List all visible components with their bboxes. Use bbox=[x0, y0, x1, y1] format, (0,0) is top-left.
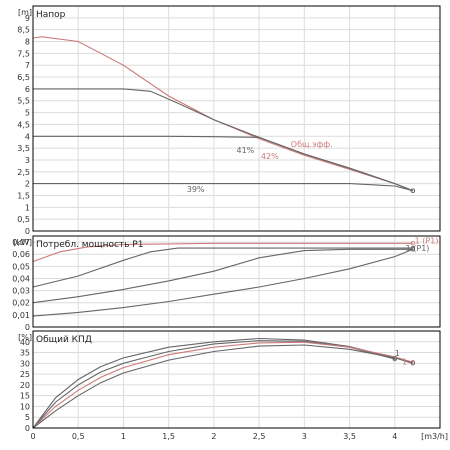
curve-annotation: 41% bbox=[237, 146, 255, 155]
y-tick-label: 10 bbox=[20, 402, 30, 411]
y-tick-label: 0,5 bbox=[17, 215, 30, 224]
x-tick-label: 0,5 bbox=[72, 432, 85, 441]
series-line-3 bbox=[32, 341, 414, 429]
x-axis-unit: [m3/h] bbox=[421, 432, 448, 441]
y-tick-label: 2 bbox=[25, 180, 30, 189]
series-end-marker bbox=[410, 241, 416, 246]
series-line-3 bbox=[32, 248, 413, 304]
panel-title: Потребл. мощность P1 bbox=[36, 240, 143, 250]
panel-title: Напор bbox=[36, 10, 66, 20]
y-tick-label: 8 bbox=[25, 38, 30, 47]
series-line-1 bbox=[32, 242, 413, 263]
plot-area bbox=[33, 331, 440, 428]
curve-annotation: 42% bbox=[261, 152, 279, 161]
y-tick-label: 0,02 bbox=[12, 299, 30, 308]
y-tick-label: 5 bbox=[25, 109, 30, 118]
y-axis-unit: [%] bbox=[18, 333, 32, 342]
curve-annotation: 1 (P1) bbox=[406, 244, 430, 253]
x-tick-label: 2 bbox=[211, 432, 216, 441]
series-line-3 bbox=[33, 135, 414, 192]
series-line-1 bbox=[32, 337, 395, 429]
y-axis-unit: [m] bbox=[18, 8, 32, 17]
curve-annotation: 1 (P1) bbox=[415, 236, 439, 245]
x-tick-label: 1 bbox=[121, 432, 126, 441]
series-line-4 bbox=[33, 183, 414, 192]
curve-annotation: 1 bbox=[402, 357, 407, 366]
x-tick-label: 1,5 bbox=[162, 432, 175, 441]
series-end-marker bbox=[410, 247, 416, 252]
curve-annotation: Общ.эфф. bbox=[291, 140, 333, 149]
x-tick-label: 3 bbox=[302, 432, 307, 441]
chart-panel-1: 0 0,5 1 1,5 2 2,5 3 3,5 4 4,5 5 5,5 6 6,5 7 7,5 8 8,5 9 Общ… bbox=[17, 5, 441, 236]
y-tick-label: 35 bbox=[20, 349, 30, 358]
chart-panel-2: 0 0,01 0,02 0,03 0,04 0,05 0,06 0,07 1 (P1)1 (P1… bbox=[12, 235, 441, 332]
y-tick-label: 7,5 bbox=[17, 49, 30, 58]
series-line-2 bbox=[32, 340, 395, 429]
y-tick-label: 40 bbox=[20, 338, 30, 347]
y-tick-label: 0,03 bbox=[12, 287, 30, 296]
y-tick-label: 1,5 bbox=[17, 191, 30, 200]
plot-frame bbox=[32, 235, 441, 328]
plot-area bbox=[33, 6, 440, 231]
plot-frame bbox=[32, 330, 441, 429]
y-tick-label: 30 bbox=[20, 359, 30, 368]
curve-annotation: 1 bbox=[395, 349, 400, 358]
y-tick-label: 1 bbox=[25, 203, 30, 212]
y-tick-label: 0,05 bbox=[12, 262, 30, 271]
panel-title: Общий КПД bbox=[36, 335, 92, 345]
y-tick-label: 0,01 bbox=[12, 311, 30, 320]
y-tick-label: 0 bbox=[25, 424, 30, 433]
series-line-2 bbox=[32, 247, 413, 288]
y-tick-label: 0 bbox=[25, 227, 30, 236]
x-tick-label: 0 bbox=[30, 432, 35, 441]
y-tick-label: 4,5 bbox=[17, 120, 30, 129]
y-tick-label: 0,04 bbox=[12, 274, 30, 283]
y-tick-label: 3 bbox=[25, 156, 30, 165]
y-tick-label: 6 bbox=[25, 85, 30, 94]
y-tick-label: 5,5 bbox=[17, 97, 30, 106]
series-end-marker bbox=[410, 188, 416, 193]
y-tick-label: 20 bbox=[20, 381, 30, 390]
y-tick-label: 3,5 bbox=[17, 144, 30, 153]
y-tick-label: 7 bbox=[25, 61, 30, 70]
curve-annotation: 39% bbox=[187, 185, 205, 194]
series-line-4 bbox=[32, 248, 414, 317]
y-tick-label: 15 bbox=[20, 392, 30, 401]
plot-frame bbox=[32, 5, 441, 232]
y-tick-label: 9 bbox=[25, 14, 30, 23]
plot-area bbox=[33, 236, 440, 327]
x-tick-label: 2,5 bbox=[253, 432, 266, 441]
series-end-marker bbox=[410, 361, 416, 366]
y-tick-label: 0 bbox=[25, 323, 30, 332]
y-axis-unit: [kW] bbox=[13, 238, 32, 247]
y-tick-label: 2,5 bbox=[17, 168, 30, 177]
y-tick-label: 5 bbox=[25, 413, 30, 422]
y-tick-label: 6,5 bbox=[17, 73, 30, 82]
y-tick-label: 8,5 bbox=[17, 26, 30, 35]
series-line-4 bbox=[32, 344, 414, 429]
y-tick-label: 0,07 bbox=[12, 238, 30, 247]
y-tick-label: 25 bbox=[20, 370, 30, 379]
x-tick-label: 3,5 bbox=[343, 432, 356, 441]
x-tick-label: 4 bbox=[392, 432, 397, 441]
y-tick-label: 0,06 bbox=[12, 250, 30, 259]
y-tick-label: 4 bbox=[25, 132, 30, 141]
